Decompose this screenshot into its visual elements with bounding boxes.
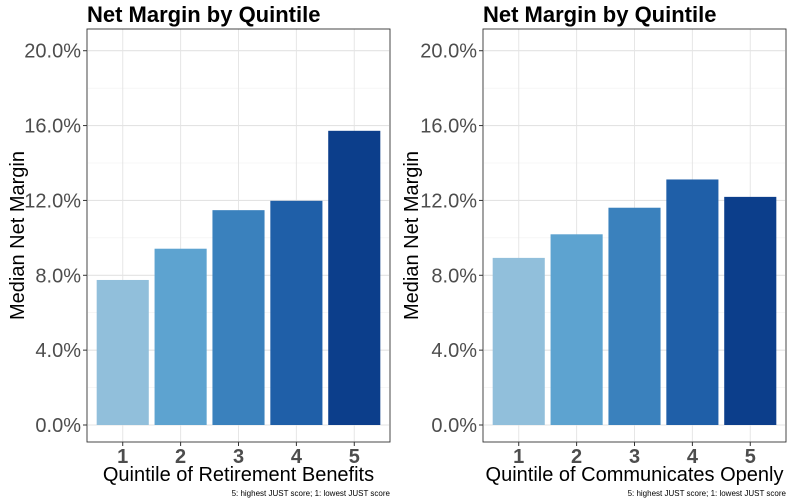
x-tick-label: 1 bbox=[513, 446, 524, 468]
y-axis-title: Median Net Margin bbox=[7, 151, 29, 320]
bar-1 bbox=[96, 279, 149, 425]
y-tick-label: 12.0% bbox=[24, 190, 81, 212]
bar-5 bbox=[724, 196, 777, 425]
y-tick-label: 0.0% bbox=[431, 415, 477, 437]
x-tick-label: 5 bbox=[745, 446, 756, 468]
bar-4 bbox=[270, 200, 323, 425]
x-tick-label: 5 bbox=[349, 446, 360, 468]
bar-4 bbox=[666, 179, 719, 425]
x-tick-label: 4 bbox=[687, 446, 699, 468]
y-tick-label: 8.0% bbox=[431, 265, 477, 287]
y-tick-label: 4.0% bbox=[431, 340, 477, 362]
x-axis-title: Quintile of Retirement Benefits bbox=[103, 464, 374, 486]
x-tick-label: 4 bbox=[291, 446, 303, 468]
chart-caption: 5: highest JUST score; 1: lowest JUST sc… bbox=[232, 489, 391, 498]
bar-1 bbox=[492, 257, 545, 425]
y-tick-label: 4.0% bbox=[35, 340, 81, 362]
y-tick-label: 12.0% bbox=[420, 190, 477, 212]
y-tick-label: 0.0% bbox=[35, 415, 81, 437]
bar-2 bbox=[550, 234, 603, 425]
y-axis-title: Median Net Margin bbox=[401, 151, 423, 320]
y-tick-label: 20.0% bbox=[24, 41, 81, 63]
x-tick-label: 2 bbox=[175, 446, 186, 468]
y-tick-label: 8.0% bbox=[35, 265, 81, 287]
x-tick-label: 2 bbox=[571, 446, 582, 468]
plot-border bbox=[86, 28, 391, 443]
y-tick-label: 20.0% bbox=[420, 41, 477, 63]
plot-border bbox=[482, 28, 787, 443]
bar-2 bbox=[154, 248, 207, 425]
x-tick-label: 3 bbox=[233, 446, 244, 468]
bar-3 bbox=[212, 210, 265, 425]
y-tick-label: 16.0% bbox=[24, 116, 81, 138]
chart-panel-2: 0.0% 4.0% 8.0% 12.0% 16.0% 20.0% 1 2 3 4 5 Net Marg… bbox=[401, 2, 787, 498]
y-tick-label: 16.0% bbox=[420, 116, 477, 138]
chart-caption: 5: highest JUST score; 1: lowest JUST sc… bbox=[628, 489, 787, 498]
x-tick-label: 3 bbox=[629, 446, 640, 468]
chart-title: Net Margin by Quintile bbox=[87, 2, 320, 27]
bar-3 bbox=[608, 207, 661, 425]
bar-5 bbox=[328, 130, 381, 425]
x-axis-title: Quintile of Communicates Openly bbox=[486, 464, 784, 486]
x-tick-label: 1 bbox=[117, 446, 128, 468]
chart-panel-1: 0.0% 4.0% 8.0% 12.0% 16.0% 20.0% 1 2 3 4 5 Net Marg… bbox=[7, 2, 391, 498]
chart-title: Net Margin by Quintile bbox=[483, 2, 716, 27]
